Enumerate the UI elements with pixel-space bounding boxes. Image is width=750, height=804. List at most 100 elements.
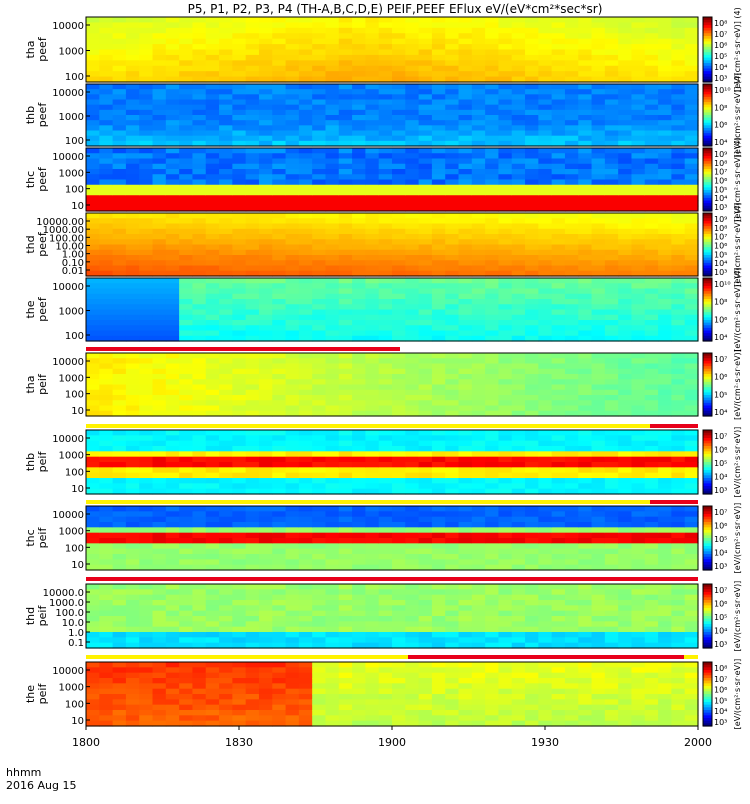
heatmap-cell xyxy=(139,506,153,512)
heatmap-cell xyxy=(671,549,685,555)
heatmap-cell xyxy=(126,511,140,517)
heatmap-cell xyxy=(139,600,153,606)
heatmap-cell xyxy=(86,441,100,447)
heatmap-cell xyxy=(126,549,140,555)
heatmap-cell xyxy=(86,55,100,61)
heatmap-cell xyxy=(86,250,100,256)
heatmap-cell xyxy=(206,435,220,441)
heatmap-cell xyxy=(565,289,579,295)
heatmap-cell xyxy=(671,131,685,137)
heatmap-cell xyxy=(459,195,473,201)
heatmap-cell xyxy=(379,506,393,512)
heatmap-cell xyxy=(312,589,326,595)
heatmap-cell xyxy=(272,406,286,412)
colorbar-tick-label: 10⁷ xyxy=(714,355,727,364)
heatmap-cell xyxy=(445,506,459,512)
heatmap-cell xyxy=(419,294,433,300)
heatmap-cell xyxy=(192,441,206,447)
y-axis-label: peef xyxy=(36,296,49,322)
heatmap-cell xyxy=(219,136,233,142)
heatmap-cell xyxy=(645,125,659,131)
heatmap-cell xyxy=(592,71,606,77)
heatmap-cell xyxy=(605,294,619,300)
heatmap-cell xyxy=(552,522,566,528)
heatmap-cell xyxy=(538,260,552,266)
heatmap-cell xyxy=(339,379,353,385)
heatmap-cell xyxy=(179,153,193,159)
heatmap-cell xyxy=(113,304,127,310)
heatmap-cell xyxy=(392,239,406,245)
heatmap-cell xyxy=(192,611,206,617)
heatmap-cell xyxy=(179,467,193,473)
heatmap-cell xyxy=(432,533,446,539)
heatmap-cell xyxy=(192,283,206,289)
heatmap-cell xyxy=(605,60,619,66)
heatmap-cell xyxy=(498,125,512,131)
heatmap-cell xyxy=(592,385,606,391)
heatmap-cell xyxy=(126,517,140,523)
heatmap-cell xyxy=(232,430,246,436)
heatmap-cell xyxy=(472,467,486,473)
heatmap-cell xyxy=(153,441,167,447)
heatmap-cell xyxy=(405,364,419,370)
heatmap-cell xyxy=(179,66,193,72)
heatmap-cell xyxy=(99,589,113,595)
heatmap-cell xyxy=(538,473,552,479)
heatmap-cell xyxy=(498,55,512,61)
heatmap-cell xyxy=(166,278,180,284)
heatmap-cell xyxy=(405,441,419,447)
heatmap-cell xyxy=(552,174,566,180)
heatmap-cell xyxy=(671,255,685,261)
heatmap-cell xyxy=(113,616,127,622)
heatmap-cell xyxy=(246,379,260,385)
heatmap-cell xyxy=(472,435,486,441)
heatmap-cell xyxy=(272,190,286,196)
heatmap-cell xyxy=(498,390,512,396)
heatmap-cell xyxy=(299,22,313,28)
heatmap-cell xyxy=(485,331,499,337)
heatmap-cell xyxy=(565,395,579,401)
heatmap-cell xyxy=(232,71,246,77)
heatmap-cell xyxy=(538,446,552,452)
heatmap-cell xyxy=(325,511,339,517)
heatmap-cell xyxy=(192,94,206,100)
heatmap-cell xyxy=(578,385,592,391)
heatmap-cell xyxy=(419,218,433,224)
heatmap-cell xyxy=(578,94,592,100)
heatmap-cell xyxy=(86,385,100,391)
colorbar-tick-label: 10⁷ xyxy=(714,233,727,242)
heatmap-cell xyxy=(685,451,699,457)
heatmap-cell xyxy=(379,299,393,305)
heatmap-cell xyxy=(166,589,180,595)
heatmap-cell xyxy=(432,441,446,447)
heatmap-cell xyxy=(299,517,313,523)
heatmap-cell xyxy=(419,195,433,201)
heatmap-cell xyxy=(525,506,539,512)
heatmap-cell xyxy=(392,533,406,539)
heatmap-cell xyxy=(232,478,246,484)
heatmap-cell xyxy=(445,379,459,385)
heatmap-cell xyxy=(498,28,512,34)
heatmap-cell xyxy=(325,44,339,50)
heatmap-cell xyxy=(538,105,552,111)
heatmap-cell xyxy=(312,234,326,240)
heatmap-cell xyxy=(578,457,592,463)
heatmap-cell xyxy=(339,105,353,111)
heatmap-cell xyxy=(512,169,526,175)
heatmap-cell xyxy=(166,105,180,111)
heatmap-cell xyxy=(312,310,326,316)
heatmap-cell xyxy=(565,218,579,224)
heatmap-cell xyxy=(99,554,113,560)
heatmap-cell xyxy=(592,467,606,473)
heatmap-cell xyxy=(86,430,100,436)
colorbar-label: [eV/(cm²·s·sr·eV)] (4) xyxy=(733,267,742,352)
heatmap-cell xyxy=(299,549,313,555)
heatmap-cell xyxy=(126,310,140,316)
colorbar-tick-label: 10⁷ xyxy=(714,168,727,177)
heatmap-cell xyxy=(126,218,140,224)
heatmap-cell xyxy=(685,89,699,95)
heatmap-cell xyxy=(671,406,685,412)
heatmap-cell xyxy=(405,50,419,56)
heatmap-cell xyxy=(631,201,645,207)
heatmap-cell xyxy=(219,462,233,468)
